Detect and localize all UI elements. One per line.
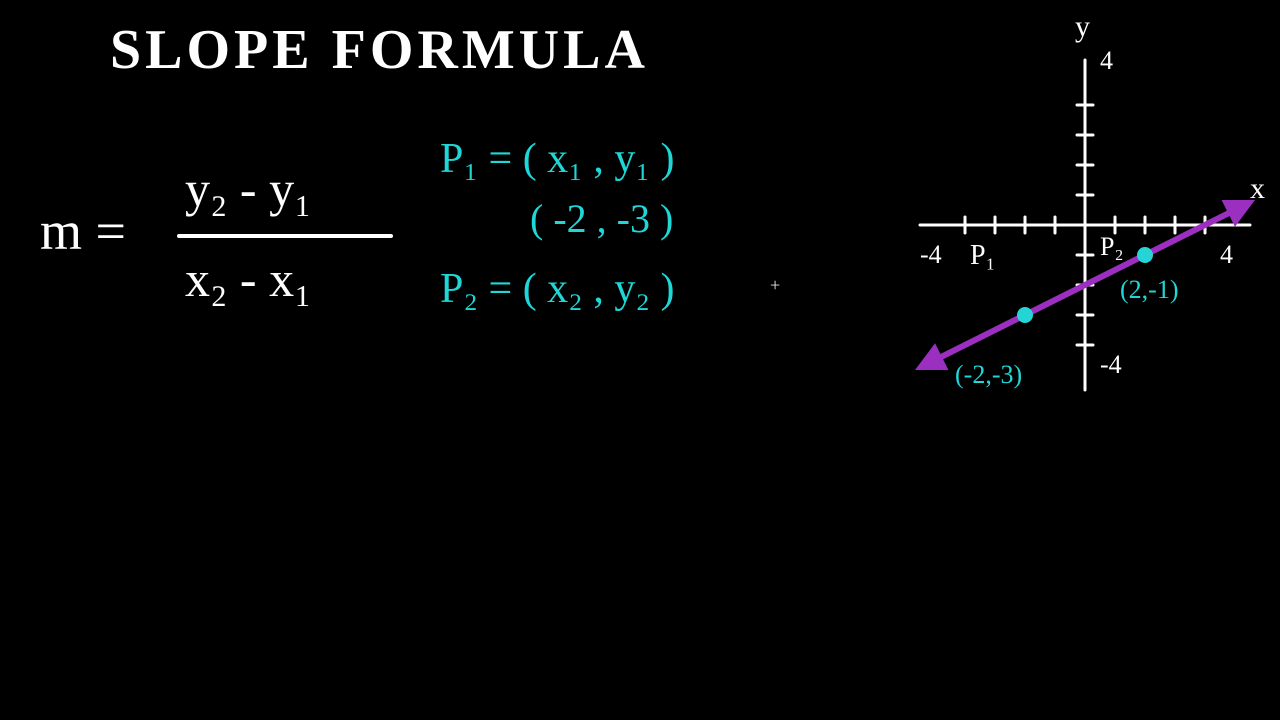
blackboard: SLOPE FORMULA m = y₂ - y₁ x₂ - x₁ P₁ = (… <box>0 0 1280 720</box>
x-tick-pos: 4 <box>1220 240 1233 270</box>
y-tick-neg: -4 <box>1100 350 1122 380</box>
y-tick-pos: 4 <box>1100 46 1113 76</box>
x-axis-label: x <box>1250 172 1265 206</box>
y-axis-label: y <box>1075 10 1090 44</box>
x-tick-neg: -4 <box>920 240 942 270</box>
graph-p2-name: P₂ <box>1100 232 1124 262</box>
graph-p1-coord: (-2,-3) <box>955 360 1022 390</box>
graph-p1-name: P₁ <box>970 240 995 272</box>
coordinate-graph <box>0 0 1280 720</box>
graph-p2-coord: (2,-1) <box>1120 275 1178 305</box>
